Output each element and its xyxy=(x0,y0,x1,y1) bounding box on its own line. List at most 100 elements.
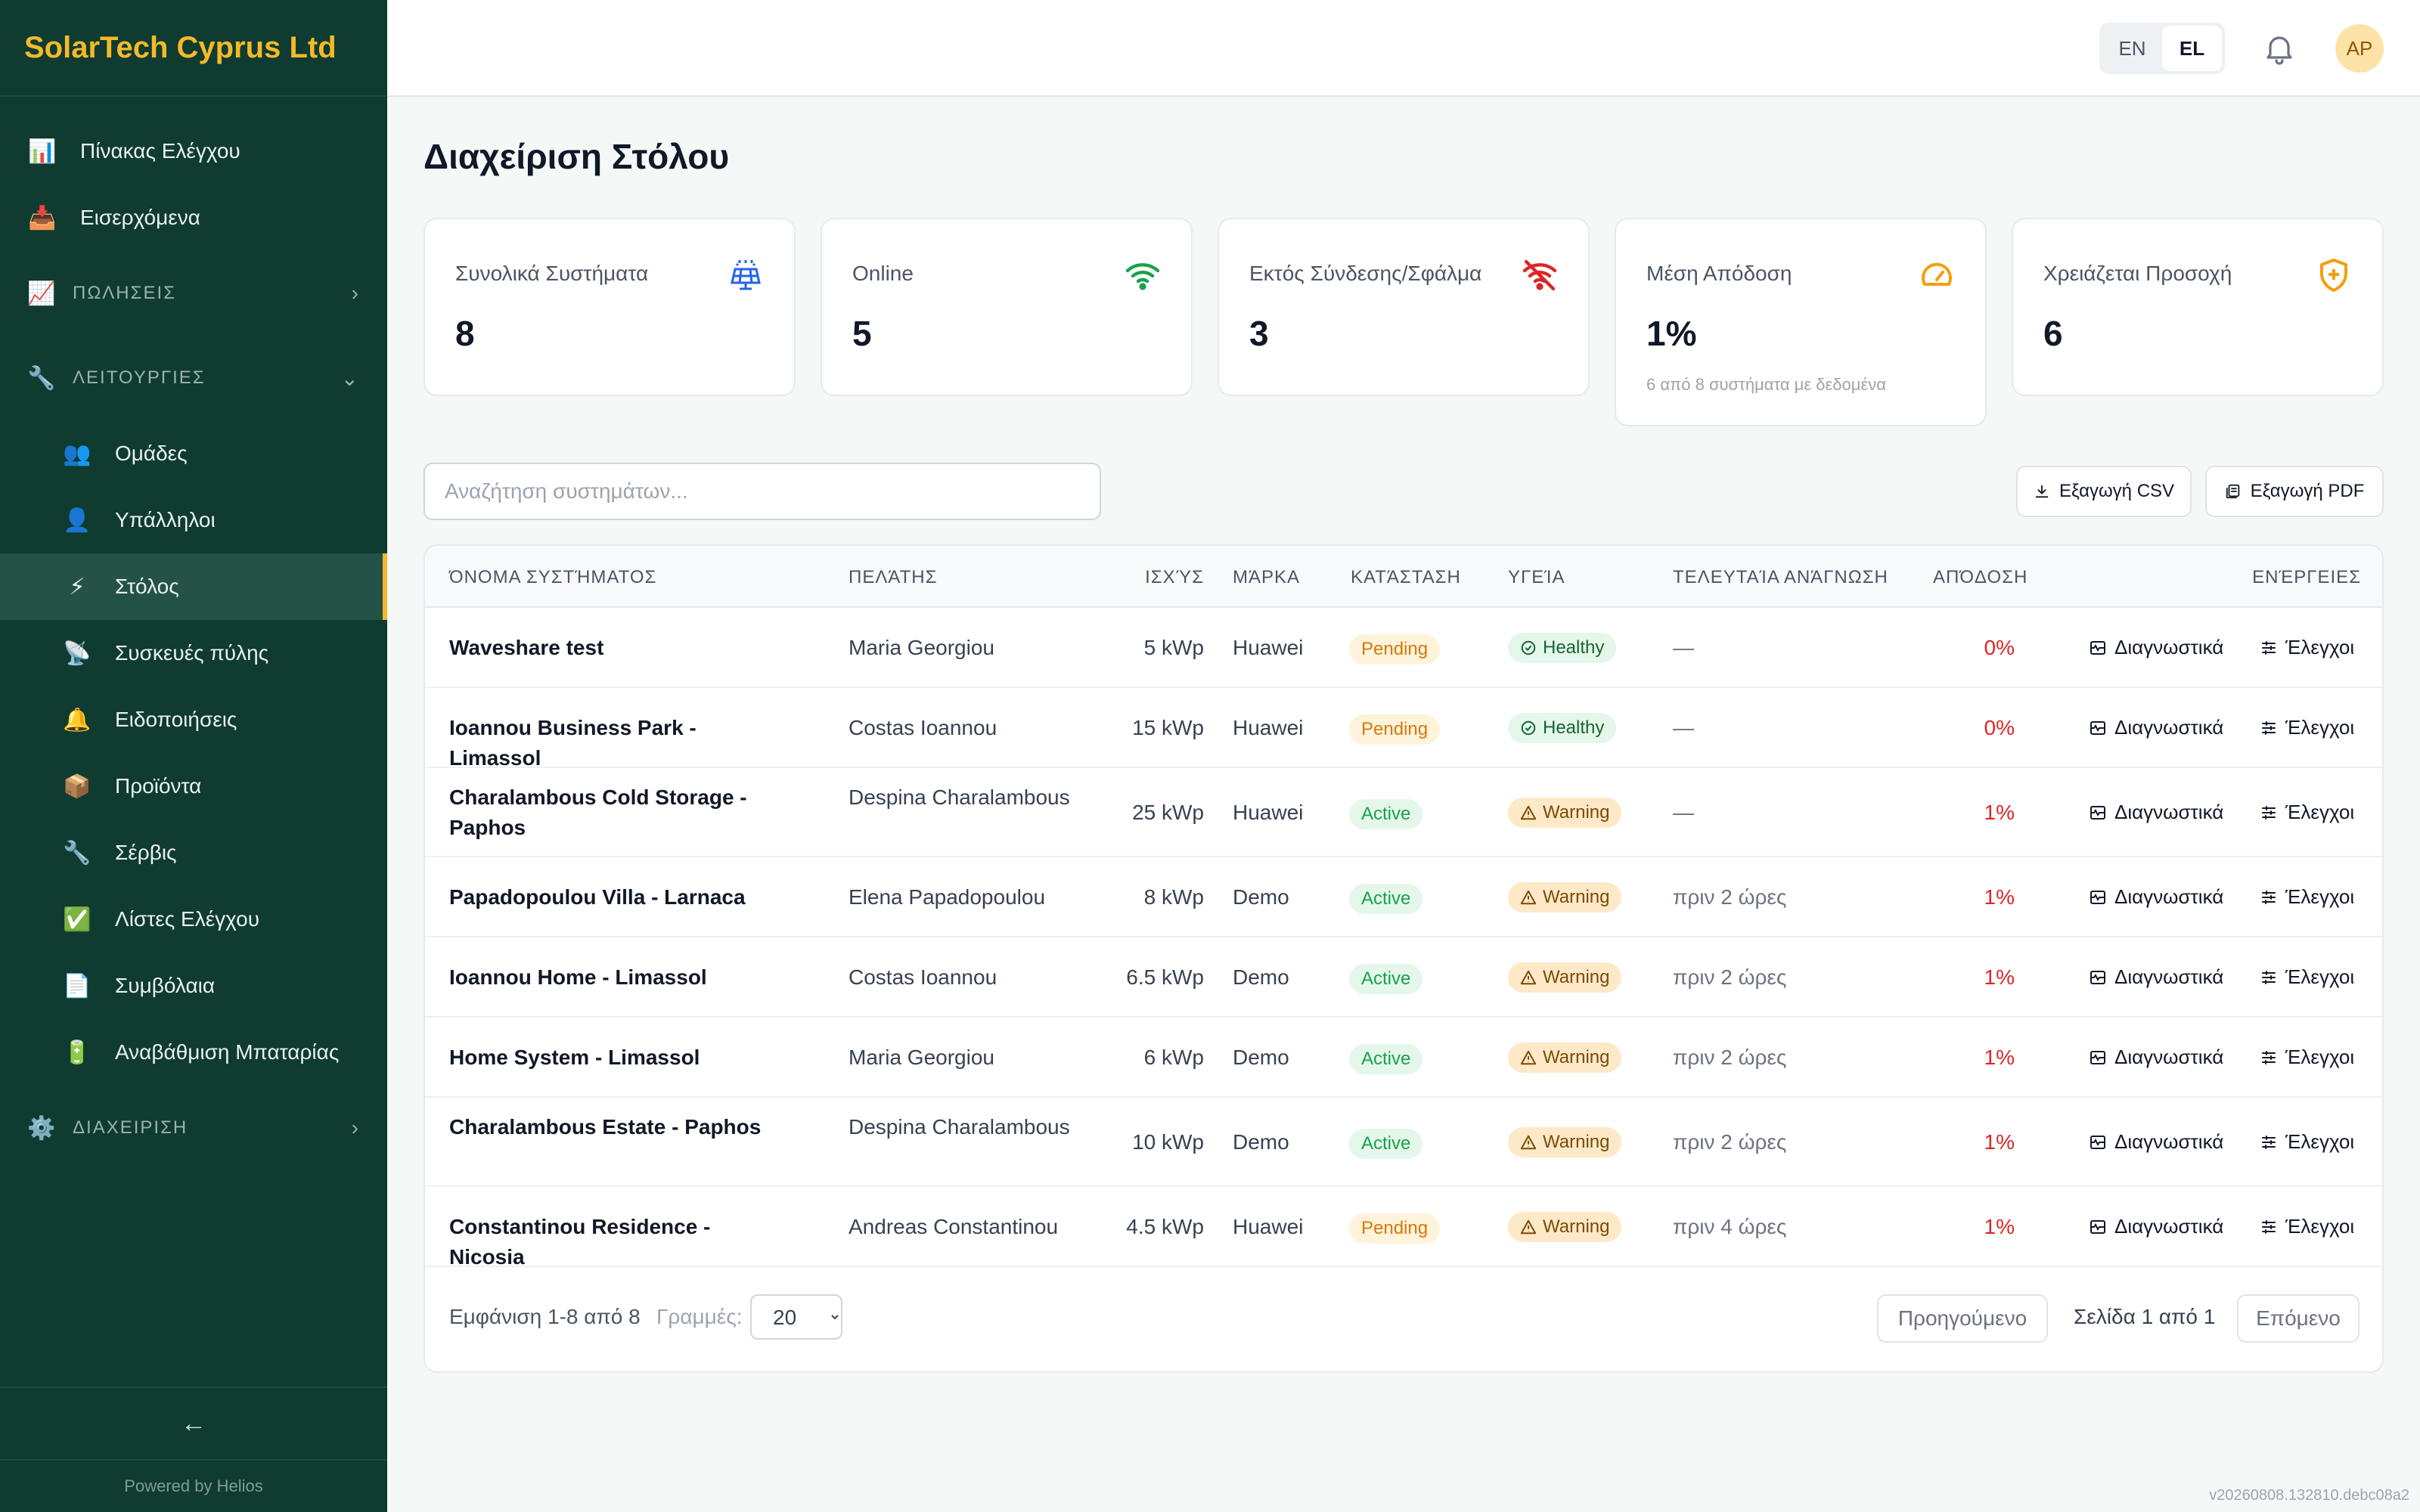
diagnostics-button[interactable]: Διαγνωστικά xyxy=(2089,1215,2223,1238)
sidebar-item-label: Υπάλληλοι xyxy=(115,508,216,531)
wrench-icon: 🔧 xyxy=(63,840,92,866)
lang-el-button[interactable]: EL xyxy=(2162,26,2222,71)
controls-button[interactable]: Έλεγχοι xyxy=(2260,801,2354,824)
controls-button[interactable]: Έλεγχοι xyxy=(2260,885,2354,909)
controls-label: Έλεγχοι xyxy=(2285,1130,2355,1153)
customer-name: Costas Ioannou xyxy=(849,716,997,739)
table-row[interactable]: Charalambous Estate - Paphos Despina Char… xyxy=(425,1098,2382,1187)
controls-label: Έλεγχοι xyxy=(2285,801,2355,823)
system-name[interactable]: Ioannou Business Park - Limassol xyxy=(449,716,697,770)
sidebar-item-fleet[interactable]: ⚡ Στόλος xyxy=(0,553,387,620)
search-input[interactable] xyxy=(424,463,1101,520)
controls-button[interactable]: Έλεγχοι xyxy=(2260,636,2354,659)
sidebar-section-sales[interactable]: 📈 ΠΩΛΗΣΕΙΣ › xyxy=(0,251,387,336)
controls-button[interactable]: Έλεγχοι xyxy=(2260,1130,2354,1154)
controls-label: Έλεγχοι xyxy=(2285,965,2355,988)
avatar[interactable]: AP xyxy=(2335,24,2384,73)
solar-panel-icon xyxy=(731,260,761,290)
customer-name: Maria Georgiou xyxy=(849,636,994,659)
system-name[interactable]: Waveshare test xyxy=(449,636,604,659)
stat-card-total: Συνολικά Συστήματα 8 xyxy=(424,218,796,396)
export-pdf-button[interactable]: Εξαγωγή PDF xyxy=(2205,466,2384,517)
sidebar: SolarTech Cyprus Ltd 📊 Πίνακας Ελέγχου 📥 Ε… xyxy=(0,0,387,1512)
controls-button[interactable]: Έλεγχοι xyxy=(2260,965,2354,989)
system-name[interactable]: Constantinou Residence - Nicosia xyxy=(449,1215,711,1269)
sidebar-item-employees[interactable]: 👤 Υπάλληλοι xyxy=(0,487,387,553)
diagnostics-button[interactable]: Διαγνωστικά xyxy=(2089,1046,2223,1069)
sidebar-item-notifications[interactable]: 🔔 Ειδοποιήσεις xyxy=(0,686,387,753)
table-row[interactable]: Papadopoulou Villa - Larnaca Elena Papado… xyxy=(425,857,2382,937)
gear-icon: ⚙️ xyxy=(27,1115,57,1141)
sliders-icon xyxy=(2262,805,2276,820)
diagnostics-label: Διαγνωστικά xyxy=(2114,1215,2224,1238)
wifi-icon xyxy=(1125,263,1160,290)
table-row[interactable]: Ioannou Business Park - Limassol Costas I… xyxy=(425,688,2382,770)
sidebar-item-dashboard[interactable]: 📊 Πίνακας Ελέγχου xyxy=(0,118,387,184)
col-performance[interactable]: ΑΠΌΔΟΣΗ xyxy=(1933,567,2028,587)
last-reading: πριν 2 ώρες xyxy=(1673,1130,1787,1154)
col-name[interactable]: ΌΝΟΜΑ ΣΥΣΤΉΜΑΤΟΣ xyxy=(449,567,657,587)
diagnostics-button[interactable]: Διαγνωστικά xyxy=(2089,885,2223,909)
health-text: Warning xyxy=(1543,1132,1610,1152)
table-row[interactable]: Waveshare test Maria Georgiou 5 kWp Huawei P… xyxy=(425,608,2382,688)
sidebar-item-checklists[interactable]: ✅ Λίστες Ελέγχου xyxy=(0,886,387,953)
export-csv-button[interactable]: Εξαγωγή CSV xyxy=(2016,466,2192,517)
col-health[interactable]: ΥΓΕΊΑ xyxy=(1508,567,1565,587)
brand[interactable]: SolarTech Cyprus Ltd xyxy=(0,0,387,97)
table-header: ΌΝΟΜΑ ΣΥΣΤΉΜΑΤΟΣ ΠΕΛΆΤΗΣ ΙΣΧΎΣ ΜΆΡΚΑ ΚΑΤ… xyxy=(425,546,2382,608)
system-name[interactable]: Ioannou Home - Limassol xyxy=(449,965,707,989)
diagnostics-button[interactable]: Διαγνωστικά xyxy=(2089,801,2223,824)
system-name[interactable]: Charalambous Cold Storage - Paphos xyxy=(449,785,747,839)
status-text: Pending xyxy=(1361,719,1429,739)
diagnostics-button[interactable]: Διαγνωστικά xyxy=(2089,636,2223,659)
diagnostics-button[interactable]: Διαγνωστικά xyxy=(2089,716,2223,739)
next-page-button[interactable]: Επόμενο xyxy=(2237,1294,2360,1343)
col-power[interactable]: ΙΣΧΎΣ xyxy=(1145,567,1204,587)
sidebar-item-gateways[interactable]: 📡 Συσκευές πύλης xyxy=(0,620,387,686)
sidebar-item-service[interactable]: 🔧 Σέρβις xyxy=(0,820,387,886)
status-badge: Pending xyxy=(1349,634,1441,665)
table-row[interactable]: Ioannou Home - Limassol Costas Ioannou 6.5… xyxy=(425,937,2382,1018)
controls-button[interactable]: Έλεγχοι xyxy=(2260,1215,2354,1238)
previous-page-button[interactable]: Προηγούμενο xyxy=(1877,1294,2048,1343)
system-brand: Demo xyxy=(1233,965,1289,989)
diagnostics-button[interactable]: Διαγνωστικά xyxy=(2089,965,2223,989)
system-name[interactable]: Charalambous Estate - Paphos xyxy=(449,1115,762,1139)
table-row[interactable]: Charalambous Cold Storage - Paphos Despin… xyxy=(425,768,2382,857)
health-badge: Warning xyxy=(1508,798,1622,828)
export-pdf-label: Εξαγωγή PDF xyxy=(2250,481,2365,501)
table-row[interactable]: Home System - Limassol Maria Georgiou 6 kW… xyxy=(425,1018,2382,1098)
warning-icon xyxy=(1520,805,1537,820)
lang-en-button[interactable]: EN xyxy=(2118,36,2146,60)
stat-card-offline: Εκτός Σύνδεσης/Σφάλμα 3 xyxy=(1218,218,1590,396)
inbox-icon: 📥 xyxy=(28,205,57,231)
sidebar-section-operations[interactable]: 🔧 ΛΕΙΤΟΥΡΓΙΕΣ ⌄ xyxy=(0,336,387,420)
col-status[interactable]: ΚΑΤΆΣΤΑΣΗ xyxy=(1351,567,1461,587)
sliders-icon xyxy=(2262,1135,2276,1149)
sidebar-item-inbox[interactable]: 📥 Εισερχόμενα xyxy=(0,184,387,251)
controls-button[interactable]: Έλεγχοι xyxy=(2260,1046,2354,1069)
sidebar-item-products[interactable]: 📦 Προϊόντα xyxy=(0,753,387,820)
col-last-reading[interactable]: ΤΕΛΕΥΤΑΊΑ ΑΝΆΓΝΩΣΗ xyxy=(1673,567,1888,587)
controls-label: Έλεγχοι xyxy=(2285,636,2355,658)
diagnostics-button[interactable]: Διαγνωστικά xyxy=(2089,1130,2223,1154)
sidebar-item-battery-upgrade[interactable]: 🔋 Αναβάθμιση Μπαταρίας xyxy=(0,1019,387,1086)
status-badge: Active xyxy=(1349,884,1423,914)
system-name[interactable]: Home System - Limassol xyxy=(449,1046,700,1069)
collapse-sidebar-button[interactable]: ← xyxy=(0,1387,387,1459)
col-brand[interactable]: ΜΆΡΚΑ xyxy=(1233,567,1301,587)
health-badge: Warning xyxy=(1508,1127,1622,1157)
system-name[interactable]: Papadopoulou Villa - Larnaca xyxy=(449,885,746,909)
performance-value: 1% xyxy=(1984,801,2015,824)
last-reading: πριν 4 ώρες xyxy=(1673,1215,1787,1238)
sidebar-section-admin[interactable]: ⚙️ ΔΙΑΧΕΙΡΙΣΗ › xyxy=(0,1086,387,1170)
health-text: Warning xyxy=(1543,887,1610,907)
controls-button[interactable]: Έλεγχοι xyxy=(2260,716,2354,739)
table-row[interactable]: Constantinou Residence - Nicosia Andreas … xyxy=(425,1187,2382,1269)
bell-icon[interactable] xyxy=(2261,30,2297,67)
rows-per-page-select[interactable]: 20 xyxy=(750,1294,842,1340)
sidebar-item-teams[interactable]: 👥 Ομάδες xyxy=(0,420,387,487)
sliders-icon xyxy=(2262,890,2276,904)
col-customer[interactable]: ΠΕΛΆΤΗΣ xyxy=(849,567,938,587)
sidebar-item-contracts[interactable]: 📄 Συμβόλαια xyxy=(0,953,387,1019)
